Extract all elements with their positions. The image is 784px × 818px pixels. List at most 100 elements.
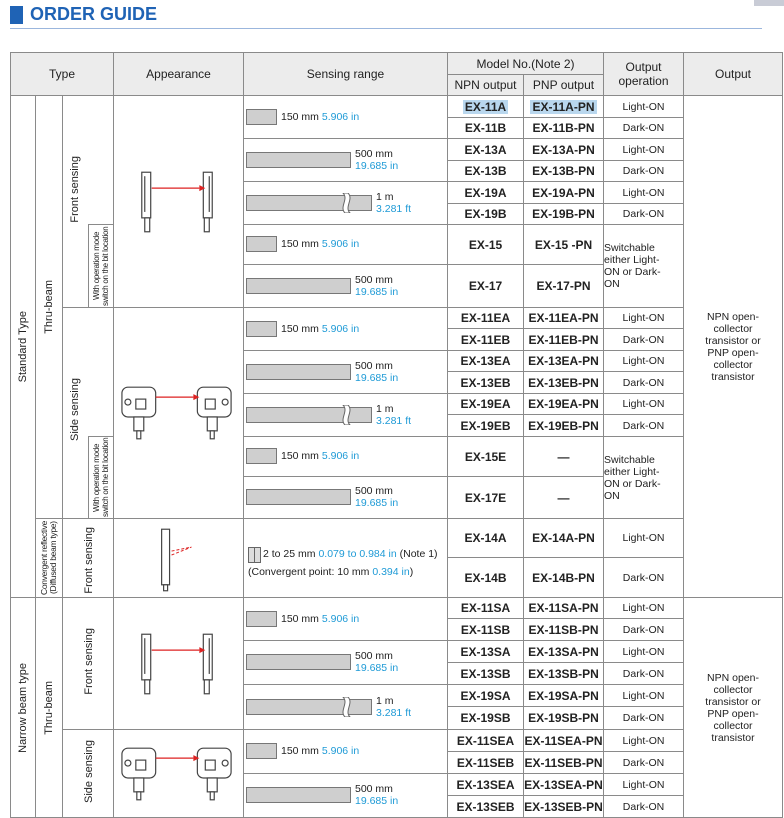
- range-line: 150 mm 5.906 in: [281, 323, 359, 335]
- npn-model-text: EX-19EB: [460, 418, 511, 433]
- range-bar: [246, 743, 277, 759]
- range-bar: [246, 787, 351, 803]
- range-text: 5.906 in: [321, 322, 360, 335]
- type-label: With operation mode switch on the bit lo…: [88, 436, 114, 519]
- output-operation: Dark-ON: [603, 618, 684, 641]
- range-text: (Note 1): [399, 547, 438, 560]
- npn-model: EX-13A: [447, 138, 524, 161]
- type-label-text: Thru-beam: [43, 280, 55, 334]
- npn-model: EX-19SA: [447, 684, 524, 707]
- range-text: 0.394 in: [372, 565, 410, 578]
- range-bar: [246, 489, 351, 505]
- npn-model-text: EX-14A: [464, 531, 507, 545]
- output-operation-text: Dark-ON: [622, 571, 665, 584]
- output-operation-text: Light-ON: [622, 355, 665, 367]
- pnp-model: EX-19SB-PN: [523, 706, 604, 730]
- pnp-model: EX-11EB-PN: [523, 328, 604, 351]
- pnp-model: —: [523, 476, 604, 519]
- output-operation: Dark-ON: [603, 557, 684, 598]
- type-label-text: Standard Type: [17, 310, 29, 383]
- output-operation-text: Light-ON: [622, 100, 665, 113]
- pnp-model-text: EX-13A-PN: [532, 142, 595, 157]
- pnp-model-text: EX-19A-PN: [532, 185, 595, 200]
- npn-model-text: EX-11A: [462, 99, 509, 114]
- range-bar: [246, 108, 277, 125]
- pnp-model: EX-11SEA-PN: [523, 729, 604, 752]
- npn-model: EX-13EA: [447, 350, 524, 372]
- npn-model-text: EX-11SEA: [456, 733, 515, 748]
- npn-model: EX-11EA: [447, 307, 524, 329]
- range-line: 150 mm 5.906 in: [281, 111, 359, 123]
- output-operation: Light-ON: [603, 95, 684, 118]
- npn-model-text: EX-19SB: [460, 711, 511, 725]
- npn-model-text: EX-11SA: [460, 601, 511, 615]
- range-break: [342, 404, 351, 425]
- npn-model: EX-15: [447, 224, 524, 265]
- type-label-text: Front sensing: [83, 628, 95, 695]
- header-cell: Sensing range: [243, 52, 448, 96]
- range-text: 500 mm: [355, 273, 393, 286]
- npn-model: EX-19SB: [447, 706, 524, 730]
- pnp-model: EX-13EA-PN: [523, 350, 604, 372]
- pnp-model: EX-13B-PN: [523, 160, 604, 182]
- range-text: 150 mm: [281, 612, 319, 625]
- npn-model: EX-11B: [447, 117, 524, 139]
- pnp-model-text: EX-19SA-PN: [528, 688, 599, 703]
- pnp-model-text: EX-11A-PN: [530, 99, 597, 114]
- output-type-text: NPN open-collector transistor or PNP ope…: [705, 310, 761, 383]
- npn-model: EX-15E: [447, 436, 524, 477]
- output-type: NPN open-collector transistor or PNP ope…: [683, 597, 783, 818]
- pnp-model: EX-13SB-PN: [523, 662, 604, 685]
- pnp-model-text: EX-19B-PN: [532, 207, 595, 221]
- range-bar: [246, 654, 351, 670]
- output-operation-text: Dark-ON: [622, 623, 665, 636]
- range-bar: [246, 363, 351, 380]
- npn-model: EX-11SEB: [447, 751, 524, 774]
- npn-model-text: EX-13SB: [460, 666, 511, 681]
- output-operation-text: Dark-ON: [622, 333, 665, 346]
- npn-model-text: EX-13SEA: [456, 777, 515, 792]
- output-operation-text: Light-ON: [622, 398, 665, 410]
- range-break: [342, 192, 351, 213]
- header-cell-text: Type: [48, 67, 75, 81]
- output-type-text: NPN open-collector transistor or PNP ope…: [705, 671, 761, 744]
- npn-model: EX-17E: [447, 476, 524, 519]
- pnp-model: EX-11B-PN: [523, 117, 604, 139]
- appearance-cell: [113, 729, 244, 818]
- type-label-text: Front sensing: [83, 527, 95, 594]
- type-label: Front sensing: [62, 518, 114, 598]
- type-label: Standard Type: [10, 95, 36, 598]
- header-cell-text: PNP output: [532, 78, 595, 92]
- pnp-model-text: —: [557, 449, 570, 464]
- range-line: 150 mm 5.906 in: [281, 745, 359, 757]
- npn-model-text: EX-13EA: [460, 354, 511, 368]
- range-text: 19.685 in: [355, 285, 399, 298]
- output-operation: Switchable either Light-ON or Dark-ON: [603, 436, 684, 519]
- output-operation: Dark-ON: [603, 751, 684, 774]
- pnp-model: EX-13A-PN: [523, 138, 604, 161]
- npn-model-text: EX-13EB: [460, 375, 511, 390]
- pnp-model-text: EX-11SA-PN: [528, 601, 599, 615]
- pnp-model-text: EX-11B-PN: [532, 121, 595, 135]
- pnp-model: EX-13SA-PN: [523, 640, 604, 663]
- pnp-model-text: EX-15 -PN: [534, 237, 593, 252]
- npn-model: EX-13EB: [447, 371, 524, 394]
- npn-model: EX-11SEA: [447, 729, 524, 752]
- range-text: 500 mm: [355, 359, 393, 372]
- pnp-model-text: EX-14A-PN: [532, 531, 595, 545]
- range-cell: [243, 518, 448, 598]
- type-label-text: Convergent reflective (Diffused beam typ…: [39, 520, 58, 596]
- range-text: 3.281 ft: [376, 414, 412, 427]
- appearance-cell: [113, 597, 244, 730]
- pnp-model-text: EX-11SB-PN: [528, 622, 599, 637]
- header-cell-text: NPN output: [454, 78, 517, 92]
- npn-model: EX-11SB: [447, 618, 524, 641]
- output-operation: Light-ON: [603, 640, 684, 663]
- range-text: 5.906 in: [321, 745, 360, 757]
- range-bar: [246, 448, 277, 464]
- range-text: 1 m: [376, 190, 394, 203]
- header-cell-text: Output: [714, 67, 752, 81]
- range-text: 500 mm: [355, 783, 393, 795]
- header-cell: NPN output: [447, 74, 524, 96]
- header-cell-text: Appearance: [146, 67, 211, 81]
